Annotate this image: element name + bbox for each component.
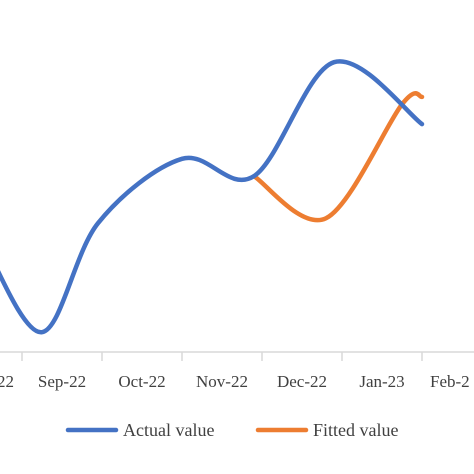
series-line-actual-value — [0, 59, 425, 335]
legend-label-fitted-value: Fitted value — [313, 420, 398, 440]
legend-label-actual-value: Actual value — [123, 420, 214, 440]
series-line-fitted-value — [251, 91, 425, 223]
legend: Actual value Fitted value — [65, 420, 398, 440]
x-tick-label: Oct-22 — [118, 372, 165, 391]
x-tick-label: Dec-22 — [277, 372, 327, 391]
x-axis-ticks — [21, 352, 423, 361]
x-axis-tick-labels: 22 Sep-22 Oct-22 Nov-22 Dec-22 Jan-23 Feb-2 — [0, 372, 470, 391]
x-tick-label: Nov-22 — [196, 372, 248, 391]
x-tick-label: Jan-23 — [359, 372, 404, 391]
x-tick-label: Feb-2 — [430, 372, 470, 391]
series-layer — [0, 59, 425, 335]
x-tick-label: 22 — [0, 372, 14, 391]
x-tick-label: Sep-22 — [38, 372, 86, 391]
